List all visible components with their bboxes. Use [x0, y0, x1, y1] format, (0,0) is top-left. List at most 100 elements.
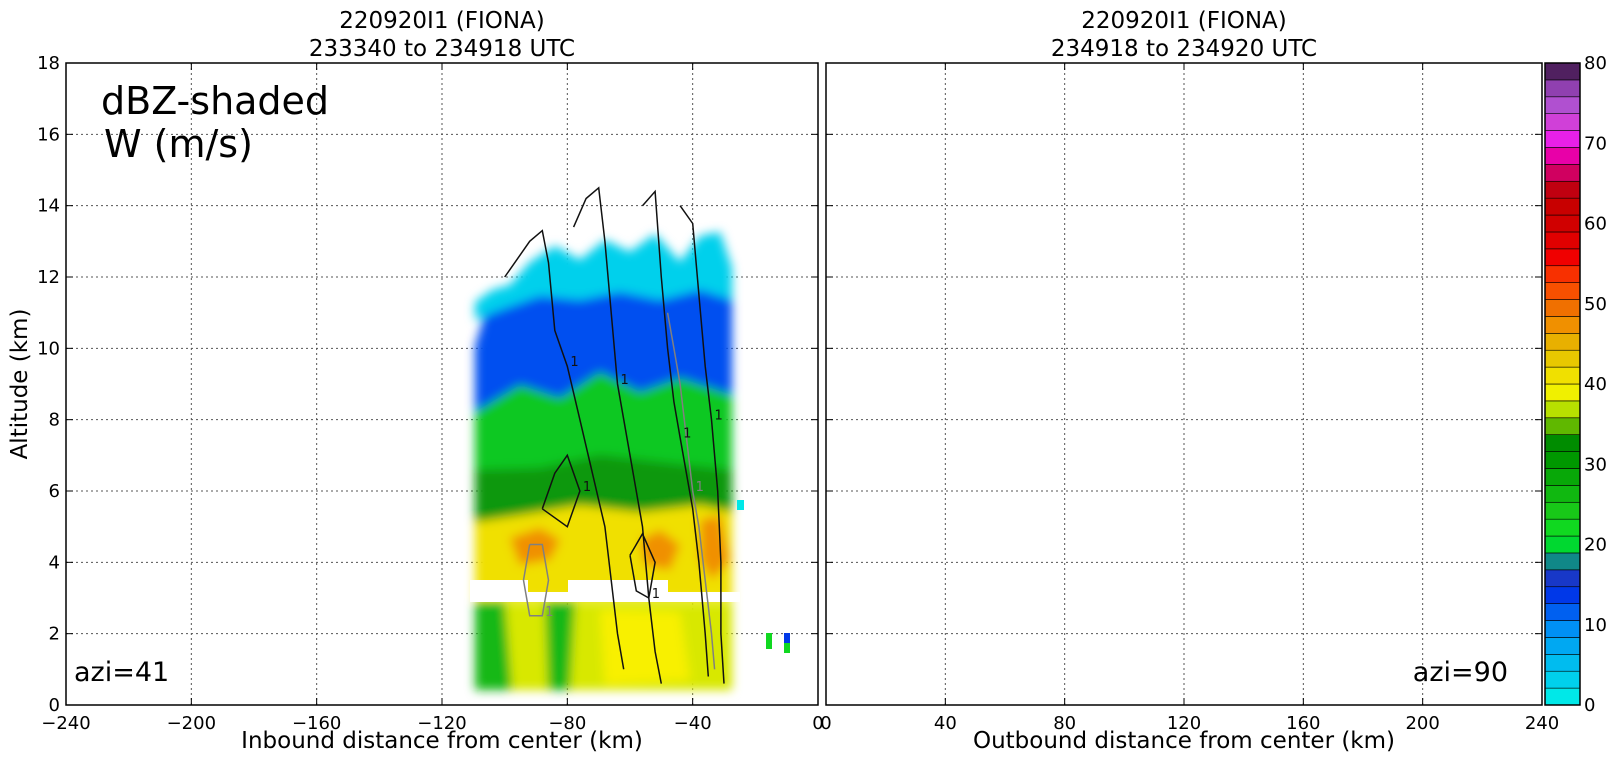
annotation-w: W (m/s): [104, 122, 253, 166]
x-tick-label: 120: [1167, 713, 1201, 734]
w-contour-line: [504, 229, 625, 670]
colorbar-segment: [1544, 637, 1581, 655]
colorbar-segment: [1544, 316, 1581, 334]
echo-cell: [766, 633, 772, 649]
colorbar-tick-label: 10: [1584, 615, 1607, 636]
colorbar-segment: [1544, 231, 1581, 250]
reflectivity-field: 1 1 1 1 1 1 1 1: [470, 186, 790, 690]
colorbar-frame: [1544, 62, 1581, 706]
colorbar-segment: [1544, 197, 1581, 216]
annotation-dbz: dBZ-shaded: [101, 79, 329, 123]
y-tick-label: 2: [49, 624, 60, 645]
left-xlabel: Inbound distance from center (km): [241, 728, 643, 754]
right-subtitle: 234918 to 234920 UTC: [1051, 36, 1317, 62]
echo-lower-green: [475, 602, 575, 690]
w-contour-line: [541, 453, 581, 528]
echo-cell: [784, 633, 790, 643]
colorbar-segment: [1544, 501, 1581, 520]
colorbar-tick-label: 40: [1584, 374, 1607, 395]
left-title: 220920I1 (FIONA): [339, 8, 545, 34]
w-contour-label: 1: [696, 480, 704, 495]
x-tick-label: −40: [674, 713, 712, 734]
colorbar-segment: [1544, 214, 1581, 233]
colorbar-segment: [1544, 670, 1581, 689]
colorbar-segment: [1544, 147, 1581, 165]
colorbar-segment: [1544, 164, 1581, 182]
colorbar-tick-label: 80: [1584, 53, 1607, 74]
right-grid: [826, 63, 1542, 705]
w-contour-label: 1: [652, 587, 660, 602]
right-title: 220920I1 (FIONA): [1081, 8, 1287, 34]
w-contour-label: 1: [714, 409, 722, 424]
colorbar-tick-label: 50: [1584, 294, 1607, 315]
w-contour-label: 1: [620, 373, 628, 388]
colorbar-segment: [1544, 130, 1581, 148]
x-tick-label: 80: [1053, 713, 1076, 734]
colorbar-segment: [1544, 333, 1581, 351]
echo-gap-left: [470, 580, 528, 592]
w-contour-label: 1: [545, 605, 553, 620]
x-tick-label: 240: [1525, 713, 1559, 734]
w-contour-labels: 1 1 1 1 1 1 1 1: [545, 355, 722, 620]
echo-cell: [737, 500, 744, 510]
colorbar-segments: [1544, 62, 1581, 706]
colorbar-segment: [1544, 620, 1581, 638]
colorbar-segment: [1544, 265, 1581, 283]
y-tick-label: 12: [37, 267, 60, 288]
w-contour-line: [679, 205, 725, 684]
colorbar-segment: [1544, 654, 1581, 672]
x-tick-label: −160: [292, 713, 341, 734]
y-tick-label: 14: [37, 196, 60, 217]
right-ticks: 0 40 80 120 160 200 240: [820, 62, 1559, 734]
right-panel: 220920I1 (FIONA) 234918 to 234920 UTC 0 4…: [820, 8, 1559, 754]
right-xlabel: Outbound distance from center (km): [973, 728, 1395, 754]
w-contour-line: [522, 543, 550, 617]
colorbar-tick-label: 30: [1584, 454, 1607, 475]
colorbar-tick-label: 60: [1584, 214, 1607, 235]
w-contours: [504, 186, 725, 684]
x-tick-label: −120: [417, 713, 466, 734]
y-tick-label: 6: [49, 481, 60, 502]
w-contour-label: 1: [583, 480, 591, 495]
ylabel: Altitude (km): [7, 309, 33, 460]
colorbar-segment: [1544, 468, 1581, 486]
colorbar-tick-label: 20: [1584, 535, 1607, 556]
colorbar-tick-label: 70: [1584, 133, 1607, 154]
w-contour-line: [666, 312, 716, 670]
colorbar-segment: [1544, 299, 1581, 317]
colorbar-segment: [1544, 485, 1581, 503]
colorbar-segment: [1544, 586, 1581, 604]
colorbar-ticks: 0 10 20 30 40 50 60 70 80: [1584, 53, 1607, 716]
colorbar-segment: [1544, 113, 1581, 131]
x-tick-label: −80: [548, 713, 586, 734]
colorbar-segment: [1544, 282, 1581, 300]
echo-lower-yellow: [600, 610, 690, 685]
left-ticks: −240 −200 −160 −120 −80 −40 0 0 2 4 6 8 10 12 14 16 18: [37, 53, 824, 734]
colorbar-segment: [1544, 62, 1581, 81]
w-contour-line: [629, 532, 656, 600]
x-tick-label: 40: [934, 713, 957, 734]
y-tick-label: 10: [37, 338, 60, 359]
y-tick-label: 16: [37, 124, 60, 145]
x-tick-label: 160: [1286, 713, 1320, 734]
colorbar-segment: [1544, 248, 1581, 267]
colorbar-segment: [1544, 400, 1581, 419]
colorbar-segment: [1544, 535, 1581, 554]
colorbar-segment: [1544, 417, 1581, 435]
colorbar-segment: [1544, 687, 1581, 706]
colorbar-segment: [1544, 451, 1581, 469]
y-tick-label: 4: [49, 552, 60, 573]
colorbar-tick-label: 0: [1584, 695, 1595, 716]
colorbar-segment: [1544, 434, 1581, 452]
colorbar-segment: [1544, 79, 1581, 98]
y-tick-label: 8: [49, 410, 60, 431]
colorbar-segment: [1544, 366, 1581, 385]
colorbar-segment: [1544, 180, 1581, 199]
w-contour-line: [572, 186, 663, 684]
w-contour-line: [641, 189, 710, 677]
w-contour-label: 1: [570, 355, 578, 370]
left-panel: 220920I1 (FIONA) 233340 to 234918 UTC: [7, 8, 824, 754]
w-contour-label: 1: [683, 427, 691, 442]
colorbar-segment: [1544, 569, 1581, 588]
right-azimuth-label: azi=90: [1413, 657, 1508, 688]
